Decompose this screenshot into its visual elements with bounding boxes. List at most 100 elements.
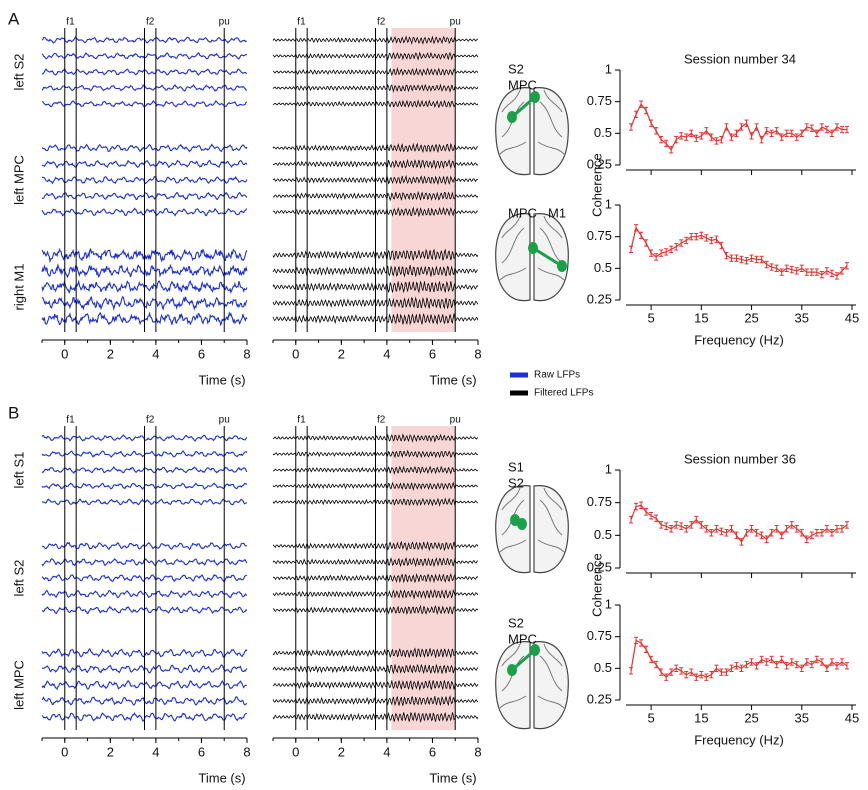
error-bar bbox=[759, 655, 764, 664]
x-tick-label: 4 bbox=[152, 744, 159, 759]
x-tick-label: 6 bbox=[429, 744, 436, 759]
site-label: S1 bbox=[508, 459, 524, 474]
error-bar bbox=[654, 127, 659, 135]
error-bar bbox=[829, 658, 834, 666]
error-bar bbox=[709, 236, 714, 245]
error-bar bbox=[649, 249, 654, 257]
error-bar bbox=[759, 136, 764, 144]
error-bar bbox=[744, 257, 749, 265]
error-bar bbox=[769, 528, 774, 537]
error-bar bbox=[839, 267, 844, 275]
error-bar bbox=[739, 255, 744, 264]
x-tick-label: 4 bbox=[383, 744, 390, 759]
x-tick-label: 8 bbox=[474, 346, 481, 361]
error-bar bbox=[819, 271, 824, 279]
error-bar bbox=[764, 658, 769, 666]
error-bar bbox=[664, 522, 669, 530]
x-tick-label: 6 bbox=[429, 346, 436, 361]
error-bar bbox=[679, 239, 684, 247]
error-bar bbox=[804, 123, 809, 131]
error-bar bbox=[629, 515, 634, 524]
error-bar bbox=[694, 134, 699, 143]
region-label: left S2 bbox=[11, 560, 26, 597]
error-bar bbox=[679, 132, 684, 140]
error-bar bbox=[769, 129, 774, 137]
site-label: S2 bbox=[508, 615, 524, 630]
brain-diagram bbox=[495, 641, 569, 730]
error-bar bbox=[729, 525, 734, 533]
sulcus bbox=[537, 141, 565, 155]
error-bar bbox=[669, 146, 674, 154]
site-label: MPC bbox=[508, 631, 537, 646]
sulcus bbox=[501, 487, 521, 511]
error-bar bbox=[834, 662, 839, 670]
error-bar bbox=[674, 136, 679, 144]
error-bar bbox=[629, 245, 634, 253]
sulcus bbox=[539, 655, 563, 692]
error-bar bbox=[824, 125, 829, 134]
error-bar bbox=[644, 645, 649, 653]
error-bar bbox=[729, 254, 734, 262]
x-tick-label: 2 bbox=[107, 744, 114, 759]
error-bar bbox=[724, 123, 729, 131]
panel-label: A bbox=[8, 9, 20, 28]
error-bar bbox=[719, 241, 724, 250]
x-tick-label: 45 bbox=[845, 310, 859, 325]
x-tick-label: 5 bbox=[647, 310, 654, 325]
x-axis-label: Time (s) bbox=[198, 372, 245, 387]
region-label: left MPC bbox=[11, 660, 26, 710]
error-bar bbox=[669, 525, 674, 533]
error-bar bbox=[654, 253, 659, 261]
error-bar bbox=[714, 664, 719, 672]
error-bar bbox=[829, 269, 834, 278]
error-bar bbox=[799, 129, 804, 137]
error-bar bbox=[744, 119, 749, 127]
site-label: MPC bbox=[508, 77, 537, 92]
event-label: f2 bbox=[146, 415, 155, 426]
error-bar bbox=[789, 129, 794, 137]
error-bar bbox=[659, 249, 664, 257]
event-label: pu bbox=[450, 415, 461, 426]
y-tick-label: 0.75 bbox=[587, 628, 612, 643]
error-bar bbox=[779, 268, 784, 276]
coherence-line bbox=[630, 504, 848, 543]
error-bar bbox=[729, 133, 734, 141]
x-tick-label: 8 bbox=[243, 346, 250, 361]
error-bar bbox=[794, 133, 799, 141]
error-bar bbox=[629, 667, 634, 675]
sulcus bbox=[543, 643, 563, 667]
error-bar bbox=[739, 123, 744, 131]
error-bar bbox=[844, 262, 849, 270]
error-bar bbox=[724, 528, 729, 537]
sulcus bbox=[501, 215, 521, 239]
error-bar bbox=[759, 531, 764, 540]
sulcus bbox=[501, 227, 525, 264]
site bbox=[517, 518, 527, 530]
legend-label: Filtered LFPs bbox=[534, 388, 593, 399]
error-bar bbox=[809, 124, 814, 132]
error-bar bbox=[779, 531, 784, 540]
error-bar bbox=[674, 664, 679, 672]
x-tick-label: 2 bbox=[338, 346, 345, 361]
coherence-line bbox=[630, 226, 848, 277]
error-bar bbox=[774, 264, 779, 272]
error-bar bbox=[689, 129, 694, 137]
y-tick-label: 1 bbox=[605, 596, 612, 611]
brain-diagram bbox=[495, 87, 569, 176]
x-tick-label: 15 bbox=[694, 710, 708, 725]
event-label: f2 bbox=[377, 17, 386, 28]
error-bar bbox=[679, 522, 684, 530]
error-bar bbox=[809, 268, 814, 276]
error-bar bbox=[719, 668, 724, 676]
x-tick-label: 15 bbox=[694, 310, 708, 325]
error-bar bbox=[749, 525, 754, 533]
error-bar bbox=[684, 671, 689, 679]
chart-title: Session number 36 bbox=[684, 451, 796, 466]
error-bar bbox=[769, 655, 774, 664]
error-bar bbox=[674, 521, 679, 529]
error-bar bbox=[754, 662, 759, 670]
error-bar bbox=[804, 268, 809, 276]
error-bar bbox=[774, 660, 779, 669]
error-bar bbox=[774, 127, 779, 135]
y-tick-label: 0.75 bbox=[587, 93, 612, 108]
